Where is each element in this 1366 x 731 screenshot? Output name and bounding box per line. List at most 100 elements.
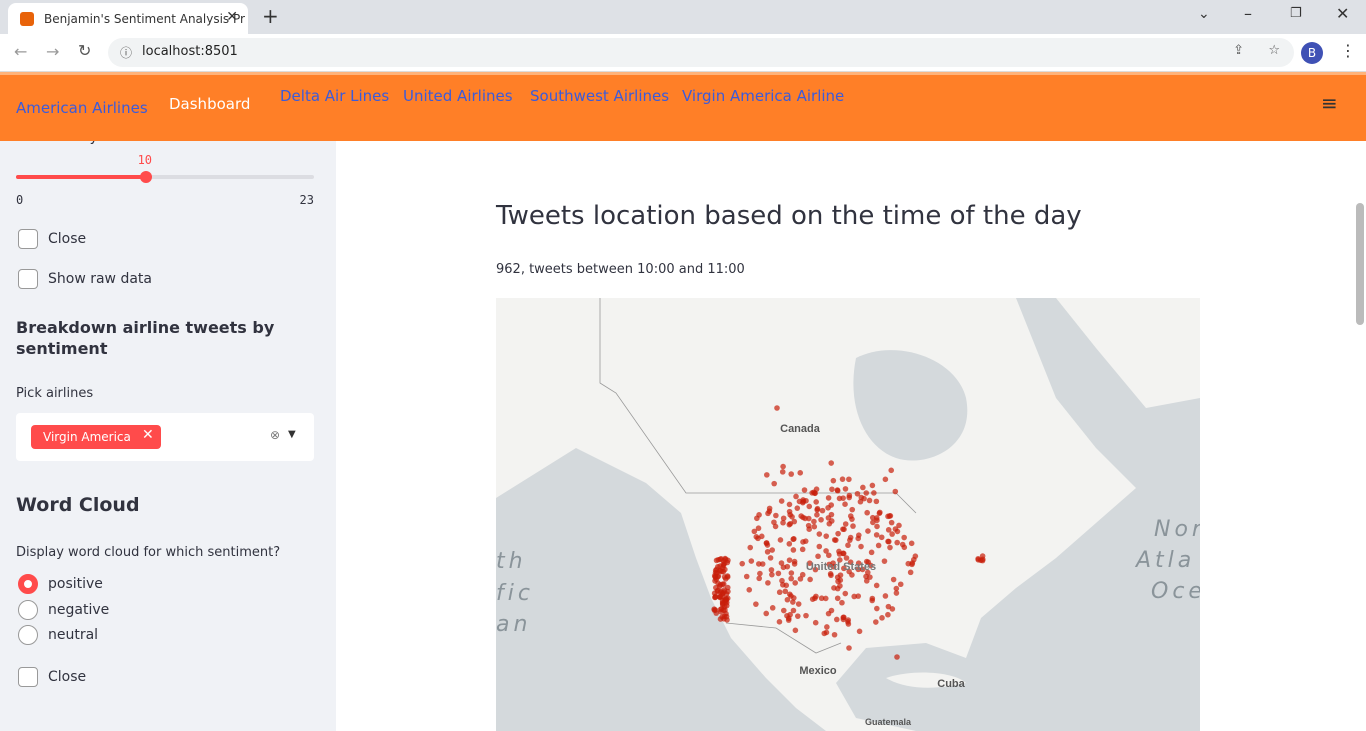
tweet-point [907, 569, 914, 576]
tweet-point [778, 498, 785, 504]
tweet-point [764, 549, 771, 555]
sidebar: Hour of day 10 0 23 Close Show raw data … [0, 141, 336, 731]
tweet-point [833, 616, 840, 623]
tweet-point [889, 606, 896, 612]
tweet-point [840, 526, 846, 532]
tweet-point [773, 512, 779, 519]
checkbox-label: Close [48, 669, 87, 685]
tweet-point [827, 570, 834, 577]
checkbox[interactable] [18, 269, 38, 289]
tweet-point [834, 595, 841, 602]
tweet-point [837, 557, 843, 563]
map-label: Guatemala [865, 717, 912, 727]
forward[interactable]: → [46, 42, 60, 61]
section-title: Breakdown airline tweets by sentiment [16, 318, 275, 358]
tweet-point [724, 617, 730, 623]
nav-link[interactable]: United Airlines [403, 87, 513, 105]
tweet-point [747, 544, 754, 551]
tweet-point [823, 533, 830, 539]
tweet-point [814, 512, 820, 518]
radio[interactable] [18, 625, 38, 645]
url-field[interactable]: ⓘ localhost:8501 ⇪ ☆ [108, 38, 1294, 67]
tweet-point [881, 558, 888, 564]
ocean-label: Nor [1154, 517, 1200, 542]
checkbox[interactable] [18, 229, 38, 249]
menu[interactable]: ⋮ [1340, 41, 1356, 60]
nav-link[interactable]: Virgin America Airline [682, 87, 845, 105]
nav-link[interactable]: Dashboard [169, 95, 251, 113]
tweet-point [771, 480, 777, 487]
slider-value: 10 [137, 153, 153, 167]
tweet-point [725, 588, 731, 595]
checkbox[interactable] [18, 667, 38, 687]
tweet-point [787, 611, 793, 618]
tweet-point [842, 501, 848, 507]
radio-selected[interactable] [18, 574, 38, 594]
multiselect[interactable]: Virgin America ✕ ⊗ ▼ [16, 413, 314, 461]
bookmark[interactable]: ☆ [1268, 43, 1280, 58]
section-title: Word Cloud [16, 494, 140, 516]
tweet-point [858, 494, 865, 501]
tweet-point [713, 610, 720, 616]
tab-search[interactable]: ⌄ [1198, 6, 1210, 22]
tweet-point [795, 601, 802, 607]
nav-link[interactable]: American Airlines [16, 99, 148, 117]
share-icon[interactable]: ⇪ [1233, 43, 1244, 58]
tweet-point [849, 506, 856, 513]
tweet-point [875, 542, 882, 549]
tweet-point [778, 560, 785, 566]
nav-link[interactable]: Southwest Airlines [530, 87, 670, 105]
slider-thumb[interactable] [139, 171, 152, 183]
tweet-point [831, 631, 838, 638]
tweet-point [784, 596, 791, 603]
tweet-point [769, 547, 776, 553]
slider-fill [16, 175, 146, 179]
tweet-point [722, 576, 729, 582]
tweet-point [793, 493, 799, 500]
tweet-point [717, 563, 723, 569]
radio-label: negative [48, 602, 110, 618]
tweet-point [796, 498, 803, 505]
tweet-point [717, 568, 723, 574]
tweet-point [772, 523, 779, 530]
tweet-point [896, 522, 902, 529]
tweet-point [776, 589, 783, 596]
tag-remove[interactable]: ✕ [142, 427, 154, 443]
slider-label: Hour of day [16, 141, 98, 145]
tweet-point [756, 561, 762, 567]
tweet-point [720, 607, 727, 613]
tweet-point [888, 519, 895, 526]
tweet-point [797, 470, 804, 476]
tweet-point [767, 555, 774, 561]
tweet-point [841, 565, 847, 572]
border-line [725, 622, 842, 654]
tweet-point [882, 593, 889, 599]
clear[interactable]: ⊗ [270, 428, 281, 442]
restore[interactable]: ❐ [1290, 6, 1302, 21]
tweet-point [816, 531, 823, 537]
tab-close[interactable]: ✕ [226, 9, 238, 25]
browser-tab[interactable]: Benjamin's Sentiment Analysis Pr ✕ [8, 3, 248, 34]
close-window[interactable]: ✕ [1336, 4, 1350, 23]
back[interactable]: ← [14, 42, 28, 61]
scrollbar[interactable] [1356, 203, 1364, 325]
radio-label: positive [48, 576, 103, 592]
reload[interactable]: ↻ [78, 41, 92, 60]
tweet-point [765, 510, 771, 517]
dropdown-arrow[interactable]: ▼ [288, 429, 296, 440]
tweet-point [839, 599, 845, 606]
slider[interactable]: 10 0 23 [16, 153, 314, 207]
tweet-point [846, 494, 853, 501]
hamburger[interactable]: ≡ [1321, 91, 1338, 115]
url: localhost:8501 [142, 44, 238, 59]
nav-link[interactable]: Delta Air Lines [280, 87, 390, 105]
tweet-point [894, 654, 900, 660]
tweet-point [780, 515, 787, 522]
minimize[interactable]: – [1244, 4, 1252, 23]
radio[interactable] [18, 600, 38, 620]
tweet-point [830, 477, 837, 484]
new-tab[interactable]: + [262, 4, 279, 28]
profile[interactable]: B [1301, 42, 1323, 64]
nav-bar: American Airlines Dashboard Delta Air Li… [0, 72, 1366, 141]
atlantic-water [836, 298, 1200, 731]
